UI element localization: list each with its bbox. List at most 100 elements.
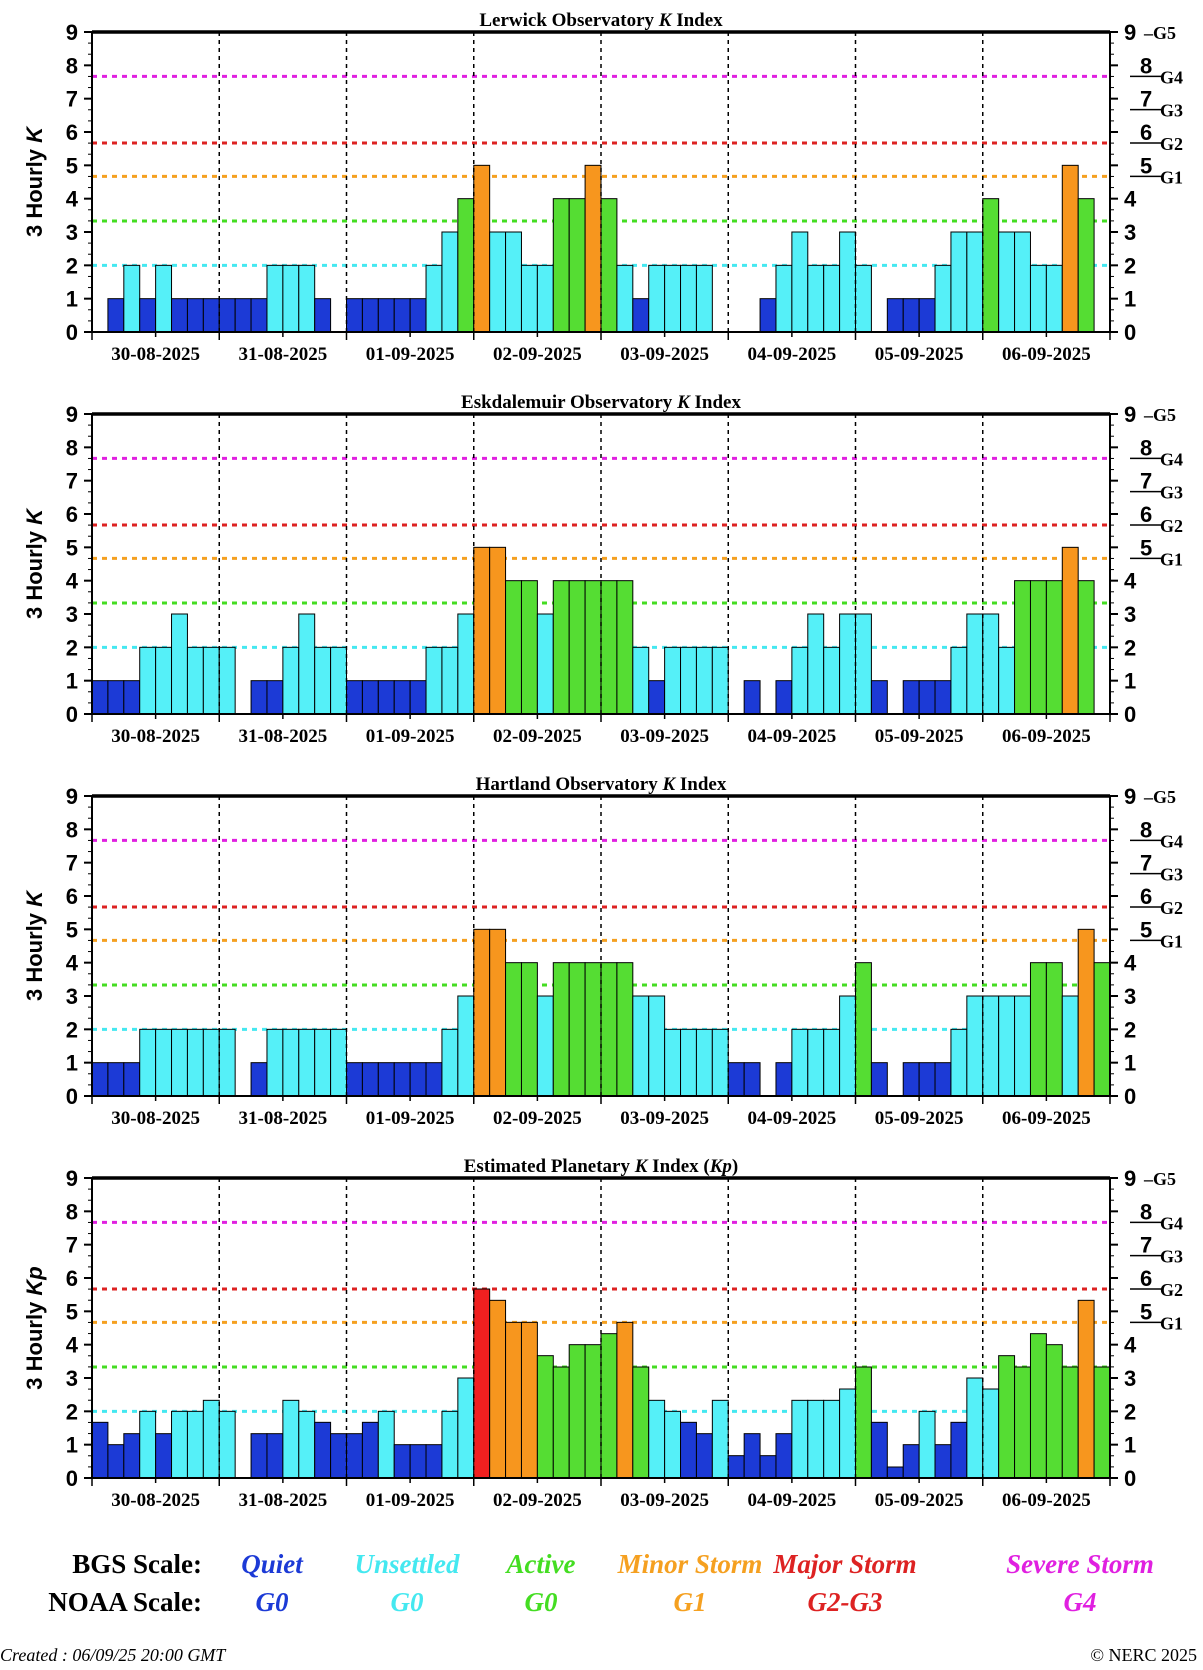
bar <box>982 613 1000 715</box>
x-tick-label: 03-09-2025 <box>620 1490 709 1511</box>
bar <box>568 580 586 715</box>
g-scale-k-label: 6 <box>1140 502 1152 527</box>
y-tick-label: 7 <box>66 1233 78 1258</box>
x-tick-label: 03-09-2025 <box>620 344 709 365</box>
bar <box>346 298 363 333</box>
bar <box>759 1455 777 1479</box>
bar <box>695 1028 713 1097</box>
bar <box>759 298 777 333</box>
g-scale-label: G1 <box>1160 549 1183 569</box>
g-scale-label: 9 <box>1124 20 1136 45</box>
bar <box>409 1062 427 1097</box>
g-scale-k-label: 6 <box>1140 120 1152 145</box>
y-tick-label-right: 1 <box>1124 1433 1136 1458</box>
bar <box>489 928 507 1097</box>
g-scale-label: G4 <box>1160 831 1183 851</box>
x-tick-label: 06-09-2025 <box>1002 726 1091 747</box>
bar <box>393 298 411 333</box>
bar <box>1045 264 1063 333</box>
g-scale-k-label: 8 <box>1140 435 1152 460</box>
x-tick-label: 01-09-2025 <box>366 726 455 747</box>
bar <box>520 1321 538 1479</box>
bar <box>155 1028 173 1097</box>
bar <box>1014 231 1031 333</box>
bar <box>298 1028 316 1097</box>
bar <box>377 1062 395 1097</box>
bar <box>855 962 872 1097</box>
bar <box>600 198 618 333</box>
bar <box>393 1444 411 1479</box>
bar <box>823 646 841 715</box>
chart-title: Eskdalemuir Observatory K Index <box>461 392 741 413</box>
bar <box>568 1344 586 1479</box>
y-tick-label: 6 <box>66 884 78 909</box>
created-timestamp: Created : 06/09/25 20:00 GMT <box>0 1645 226 1665</box>
bar <box>186 298 204 333</box>
legend-noaa-g4: G4 <box>1064 1587 1097 1617</box>
bar <box>966 231 984 333</box>
bar <box>680 264 697 333</box>
y-tick-label-right: 4 <box>1124 187 1137 212</box>
bar <box>552 1366 570 1479</box>
bar <box>107 1062 125 1097</box>
bar <box>616 1321 634 1479</box>
g-scale-label: G3 <box>1160 101 1183 121</box>
y-tick-label: 6 <box>66 1266 78 1291</box>
x-tick-label: 01-09-2025 <box>366 1108 455 1129</box>
bar <box>695 1433 713 1479</box>
g-scale-k-label: 6 <box>1140 1266 1152 1291</box>
y-tick-label: 9 <box>66 402 78 427</box>
bar <box>250 298 268 333</box>
bar <box>727 1062 745 1097</box>
y-tick-label: 0 <box>66 702 78 727</box>
bar <box>600 1333 618 1479</box>
legend-bgs-severe-storm: Severe Storm <box>1006 1549 1154 1579</box>
bar <box>377 1410 395 1479</box>
bar <box>171 1028 188 1097</box>
bar <box>886 298 904 333</box>
bar <box>361 680 379 715</box>
bar <box>425 1444 443 1479</box>
bar <box>139 298 157 333</box>
bar <box>155 1433 173 1479</box>
bar <box>409 298 427 333</box>
bar <box>839 231 856 333</box>
bar <box>457 613 475 715</box>
bar <box>648 264 666 333</box>
bar <box>282 264 300 333</box>
x-tick-label: 01-09-2025 <box>366 344 455 365</box>
bar <box>1077 928 1095 1097</box>
bar <box>998 995 1016 1097</box>
bar <box>282 646 300 715</box>
x-tick-label: 06-09-2025 <box>1002 1108 1091 1129</box>
bar <box>107 680 125 715</box>
bar <box>791 1399 809 1479</box>
bar <box>584 1344 602 1479</box>
y-tick-label-right: 2 <box>1124 253 1136 278</box>
bar <box>330 1028 347 1097</box>
x-tick-label: 05-09-2025 <box>875 1490 964 1511</box>
legend: BGS Scale: NOAA Scale: Quiet G0 Unsettled G0 A… <box>48 1549 1154 1617</box>
bar <box>393 1062 411 1097</box>
bar <box>1077 580 1095 715</box>
bar <box>600 580 618 715</box>
bar <box>743 1062 761 1097</box>
bar <box>123 1062 141 1097</box>
y-tick-label-right: 2 <box>1124 1017 1136 1042</box>
bar <box>664 264 682 333</box>
bar <box>632 298 650 333</box>
bar <box>616 264 634 333</box>
x-tick-label: 05-09-2025 <box>875 344 964 365</box>
bar <box>664 646 682 715</box>
y-tick-label: 7 <box>66 87 78 112</box>
bar <box>186 1028 204 1097</box>
bar <box>616 962 634 1097</box>
x-tick-label: 30-08-2025 <box>111 1490 200 1511</box>
bar <box>425 646 443 715</box>
legend-bgs-minor-storm: Minor Storm <box>617 1549 763 1579</box>
x-tick-label: 02-09-2025 <box>493 344 582 365</box>
bar <box>934 680 952 715</box>
bar <box>1029 580 1047 715</box>
bar <box>1029 264 1047 333</box>
bar <box>536 995 554 1097</box>
